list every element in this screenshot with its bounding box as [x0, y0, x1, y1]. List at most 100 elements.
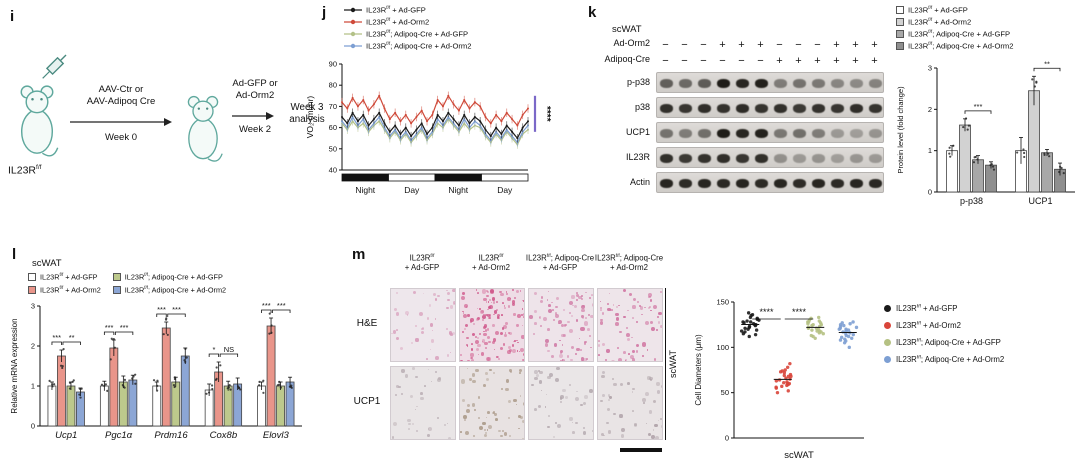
bar [1028, 90, 1040, 193]
stain-dot [634, 423, 637, 426]
blot-band [793, 154, 806, 163]
stain-dot [612, 303, 615, 306]
stain-dot [475, 289, 478, 291]
blot-band [755, 154, 768, 163]
stain-dot [449, 305, 454, 309]
stain-dot [422, 292, 425, 295]
stain-dot [400, 393, 403, 395]
stain-dot [412, 422, 415, 426]
stain-dot [522, 438, 524, 439]
dot-swatch-icon [884, 322, 891, 329]
stain-dot [450, 333, 453, 336]
stain-dot [395, 329, 398, 332]
svg-text:***: *** [52, 333, 61, 342]
stain-dot [491, 297, 496, 301]
stain-dot [481, 340, 484, 343]
stain-dot [547, 328, 551, 332]
stain-dot [415, 375, 418, 379]
stain-dot [501, 327, 505, 330]
stain-dot [463, 419, 466, 422]
blot-strip [656, 147, 884, 168]
stain-dot [466, 403, 470, 407]
bar [161, 327, 171, 427]
stain-dot [547, 290, 550, 293]
stain-dot [482, 325, 486, 329]
m-col-header-line1: IL23Rf/f [478, 253, 504, 263]
stain-dot [470, 342, 473, 345]
stain-dot [586, 358, 588, 360]
stain-dot [427, 433, 431, 437]
stain-dot [608, 430, 612, 434]
stain-dot [529, 315, 533, 319]
stain-dot [471, 373, 476, 378]
stain-dot [482, 422, 486, 426]
blot-row-label: Actin [629, 177, 650, 187]
stain-dot [643, 306, 646, 309]
stain-dot [399, 347, 403, 351]
stain-dot [601, 342, 605, 346]
stain-dot [583, 427, 586, 430]
stain-dot [480, 310, 485, 315]
stain-dot [486, 429, 489, 431]
mouse-icon [20, 85, 59, 157]
cell-diameter-scatter: 0 50 100 150 Cell Diameters (μm) scWAT **** ***… [694, 298, 864, 461]
stain-dot [460, 296, 465, 301]
stain-dot [483, 332, 487, 337]
stain-dot [502, 324, 507, 329]
stain-dot [523, 352, 524, 357]
svg-text:40: 40 [329, 166, 337, 175]
svg-text:*: * [212, 345, 215, 354]
stain-dot [503, 305, 506, 307]
stain-dot [490, 301, 492, 303]
stain-dot [559, 400, 562, 403]
legend-item: IL23Rf/f + Ad-GFP [344, 4, 471, 16]
legend-label: IL23Rf/f + Ad-GFP [366, 5, 426, 15]
stain-dot [562, 344, 564, 346]
stain-dot [480, 352, 485, 356]
blot-band [736, 79, 749, 88]
stain-dot [485, 314, 488, 317]
stain-dot [618, 304, 620, 307]
stain-dot [424, 384, 426, 387]
stain-dot [443, 423, 446, 427]
stain-dot [590, 314, 593, 319]
m-side-label-wrap: scWAT [668, 288, 678, 440]
stain-dot [411, 342, 413, 344]
blot-band [793, 104, 806, 113]
stain-dot [544, 343, 549, 348]
stain-dot [508, 348, 512, 352]
stain-dot [518, 414, 522, 418]
stain-dot [569, 300, 574, 305]
blot-band [869, 179, 882, 188]
stain-dot [492, 324, 495, 328]
blot-band [679, 154, 692, 163]
stain-dot [481, 339, 485, 343]
stain-dot [619, 382, 624, 387]
stain-dot [546, 299, 549, 301]
l-tissue-label: scWAT [32, 258, 62, 269]
svg-text:***: *** [262, 301, 271, 310]
stain-dot [507, 304, 511, 308]
stain-dot [446, 289, 448, 292]
stain-dot [476, 292, 479, 295]
stain-dot [533, 333, 535, 335]
stain-dot [516, 324, 519, 327]
stain-dot [487, 308, 490, 311]
stain-dot [483, 331, 485, 333]
stain-dot [580, 298, 583, 301]
stain-dot [547, 414, 550, 417]
stain-dot [407, 314, 409, 316]
stain-dot [492, 338, 497, 342]
stain-dot [511, 302, 516, 307]
blot-band [717, 154, 730, 163]
stain-dot [519, 368, 523, 373]
stain-dot [473, 409, 477, 412]
blot-row-label: p38 [634, 102, 650, 112]
scatter-group [773, 361, 793, 395]
histology-image [597, 288, 663, 362]
sig-bracket [219, 353, 239, 357]
svg-text:***: *** [105, 323, 114, 332]
blot-band [717, 104, 730, 113]
m-col-header-line1: IL23Rf/f; Adipoq-Cre [525, 253, 595, 263]
endpoint-text: Week 3 analysis [276, 102, 338, 125]
